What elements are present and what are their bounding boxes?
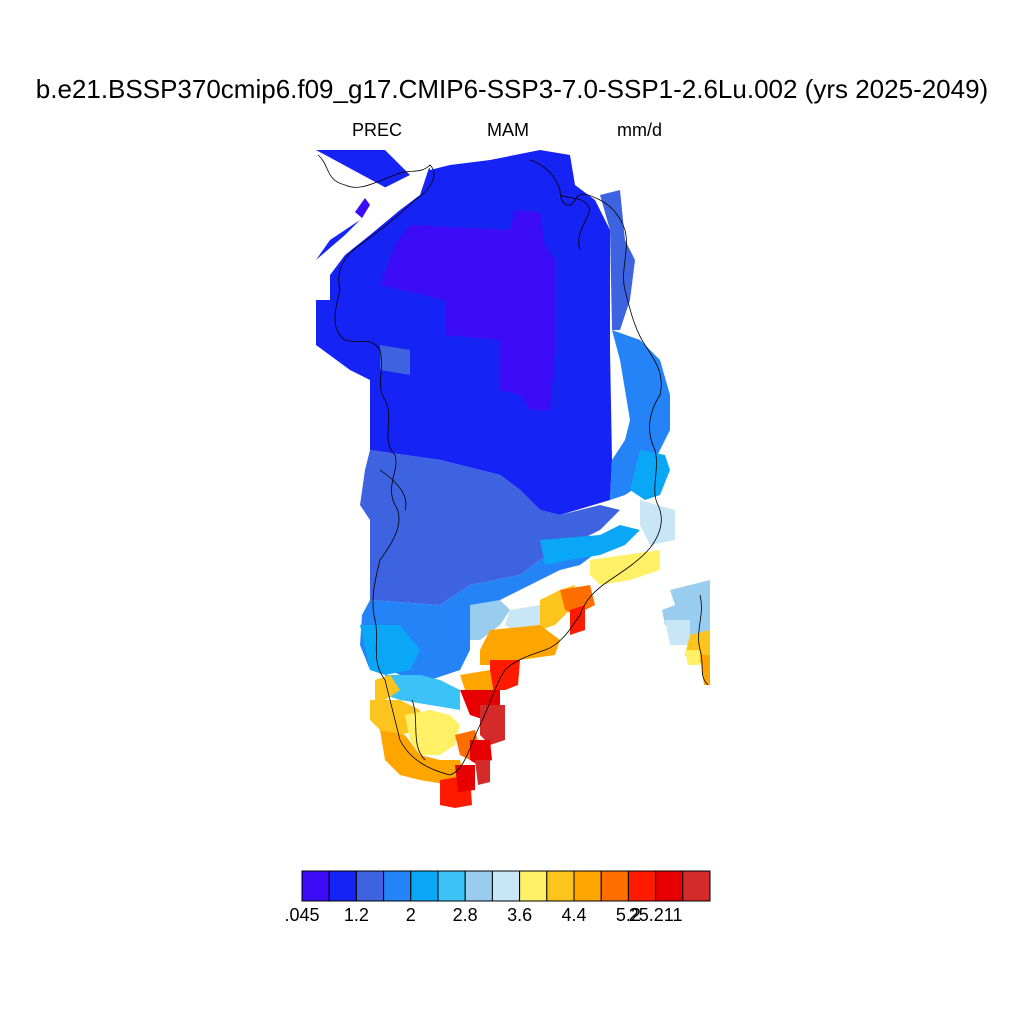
colorbar-swatch xyxy=(355,870,385,902)
colorbar-swatch xyxy=(682,870,711,902)
colorbar-swatch xyxy=(464,870,493,902)
colorbar-tick-label: 2 xyxy=(405,905,416,925)
season-label: MAM xyxy=(487,120,529,140)
colorbar-swatch xyxy=(655,870,684,902)
region-minimum xyxy=(380,210,555,410)
colorbar-tick-label: 3.6 xyxy=(507,905,533,925)
colorbar-swatch xyxy=(437,870,466,902)
colorbar-swatch xyxy=(573,870,602,902)
colorbar-swatch xyxy=(546,870,575,902)
plot-title: b.e21.BSSP370cmip6.f09_g17.CMIP6-SSP3-7.… xyxy=(35,74,989,104)
colorbar-swatch xyxy=(383,870,412,902)
colorbar-swatch xyxy=(410,870,439,902)
coastline xyxy=(317,154,709,776)
colorbar xyxy=(301,870,711,902)
colorbar-swatch xyxy=(600,870,629,902)
colorbar-swatch xyxy=(627,870,657,902)
colorbar-tick-label: 25.211 xyxy=(628,905,683,925)
colorbar-swatch xyxy=(301,870,330,902)
colorbar-swatch xyxy=(519,870,548,902)
colorbar-tick-label: 4.4 xyxy=(561,905,587,925)
colorbar-tick-label: .045 xyxy=(284,905,320,925)
colorbar-tick-label: 2.8 xyxy=(452,905,478,925)
colorbar-tick-label: 5.2 xyxy=(615,905,641,925)
colorbar-tick-label: 1.2 xyxy=(343,905,369,925)
colorbar-swatch xyxy=(491,870,521,902)
variable-label: PREC xyxy=(352,120,403,140)
colorbar-swatch xyxy=(328,870,357,902)
region-high xyxy=(590,550,660,585)
units-label: mm/d xyxy=(617,120,662,140)
precip-field xyxy=(316,150,710,808)
region-low xyxy=(360,450,620,605)
